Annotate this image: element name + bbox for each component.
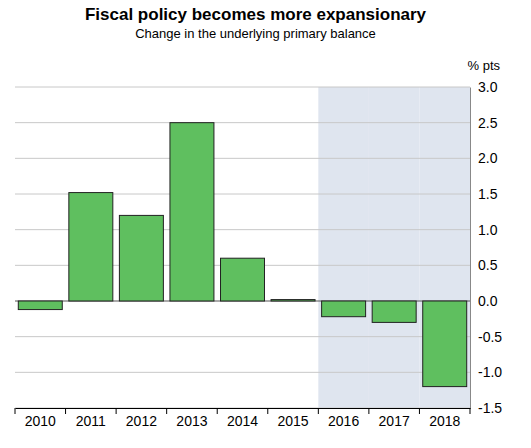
y-tick-label: 1.5 bbox=[478, 186, 498, 202]
bar bbox=[170, 123, 214, 301]
grid-line bbox=[15, 408, 470, 409]
bar bbox=[372, 301, 416, 322]
x-tick: 2017 bbox=[379, 408, 410, 429]
y-tick-label: 2.5 bbox=[478, 115, 498, 131]
x-tick-label: 2014 bbox=[227, 413, 258, 429]
category-separators bbox=[15, 408, 470, 414]
shaded-region bbox=[419, 87, 470, 408]
subtitle: Change in the underlying primary balance bbox=[135, 26, 376, 41]
x-tick-label: 2010 bbox=[25, 413, 56, 429]
shaded-region bbox=[318, 87, 369, 408]
y-axis-line bbox=[470, 88, 471, 409]
title: Fiscal policy becomes more expansionary bbox=[85, 5, 427, 24]
y-tick: 2.0 bbox=[470, 150, 498, 166]
category-separator bbox=[318, 408, 319, 414]
grid-line bbox=[15, 87, 470, 88]
category-separator bbox=[15, 408, 16, 414]
grid bbox=[15, 87, 470, 408]
category-separator bbox=[419, 408, 420, 414]
category-separator bbox=[267, 408, 268, 414]
x-tick-label: 2015 bbox=[277, 413, 308, 429]
x-tick-label: 2016 bbox=[328, 413, 359, 429]
grid-line bbox=[15, 122, 470, 123]
x-tick: 2016 bbox=[328, 408, 359, 429]
x-tick: 2010 bbox=[25, 408, 56, 429]
x-tick-label: 2011 bbox=[76, 413, 106, 429]
category-separator bbox=[217, 408, 218, 414]
bar bbox=[271, 300, 315, 301]
category-separator bbox=[470, 408, 471, 414]
y-tick: 0.5 bbox=[470, 257, 498, 273]
x-tick: 2011 bbox=[76, 408, 106, 429]
y-tick-label: 2.0 bbox=[478, 150, 498, 166]
category-separator bbox=[65, 408, 66, 414]
bar bbox=[423, 301, 467, 387]
y-tick: 1.5 bbox=[470, 186, 498, 202]
y-tick-label: 0.0 bbox=[478, 293, 498, 309]
bar bbox=[69, 193, 113, 301]
x-tick: 2015 bbox=[277, 408, 308, 429]
y-tick: 0.0 bbox=[470, 293, 498, 309]
bar bbox=[18, 301, 62, 310]
bar bbox=[119, 215, 163, 301]
bars bbox=[18, 123, 466, 387]
category-separator bbox=[166, 408, 167, 414]
x-tick-label: 2012 bbox=[126, 413, 157, 429]
y-tick-label: -1.0 bbox=[478, 364, 502, 380]
y-tick-label: 0.5 bbox=[478, 257, 498, 273]
x-tick-label: 2013 bbox=[176, 413, 207, 429]
grid-line bbox=[15, 372, 470, 373]
y-tick: -0.5 bbox=[470, 329, 502, 345]
y-tick-label: -1.5 bbox=[478, 400, 502, 416]
grid-line bbox=[15, 158, 470, 159]
chart: Fiscal policy becomes more expansionary C… bbox=[0, 0, 531, 448]
x-tick: 2014 bbox=[227, 408, 258, 429]
category-separator bbox=[368, 408, 369, 414]
shaded-region bbox=[369, 87, 420, 408]
x-axis-line bbox=[16, 408, 471, 409]
y-tick: 1.0 bbox=[470, 222, 498, 238]
category-separator bbox=[116, 408, 117, 414]
y-tick: -1.5 bbox=[470, 400, 502, 416]
y-axis: -1.5 -1.0 -0.5 0.0 0.5 1.0 1.5 2.0 2.5 3.0 bbox=[470, 79, 502, 416]
y-tick-label: 3.0 bbox=[478, 79, 498, 95]
y-tick: -1.0 bbox=[470, 364, 502, 380]
y-tick: 3.0 bbox=[470, 79, 498, 95]
x-axis: 2010 2011 2012 2013 2014 2015 2016 2017 2018 bbox=[16, 408, 471, 429]
y-tick-label: -0.5 bbox=[478, 329, 502, 345]
bar bbox=[322, 301, 366, 317]
grid-line bbox=[15, 336, 470, 337]
bar bbox=[221, 258, 265, 301]
x-tick: 2018 bbox=[429, 408, 460, 429]
x-tick: 2013 bbox=[176, 408, 207, 429]
y-tick: 2.5 bbox=[470, 115, 498, 131]
x-tick-label: 2017 bbox=[379, 413, 410, 429]
y-tick-label: 1.0 bbox=[478, 222, 498, 238]
x-tick: 2012 bbox=[126, 408, 157, 429]
x-tick-label: 2018 bbox=[429, 413, 460, 429]
y-axis-unit: % pts bbox=[467, 58, 500, 73]
